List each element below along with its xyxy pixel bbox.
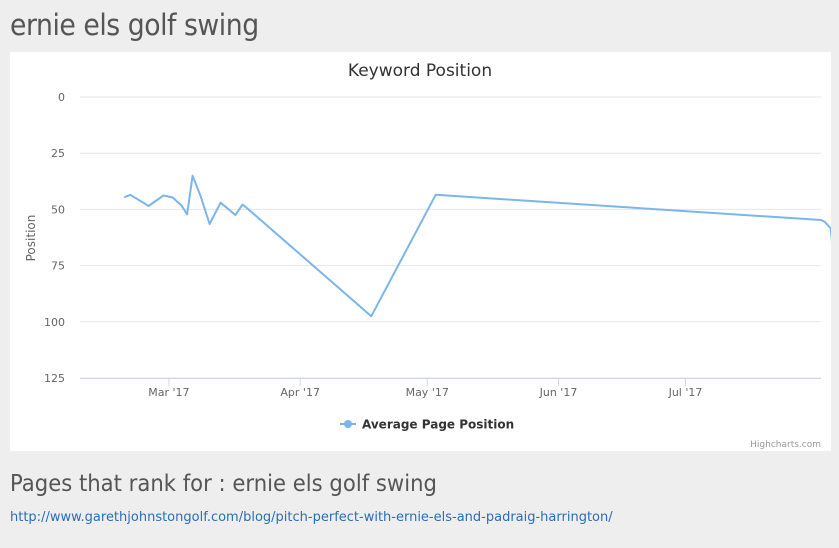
y-tick-label: 25 [51,147,65,160]
grid-lines [80,96,821,379]
y-axis-ticks: 0 25 50 75 100 125 [44,91,65,385]
x-tick-label: Jul '17 [668,386,703,399]
chart-svg: Keyword Position 0 25 50 75 100 125 Mar '17 Ap… [24,61,831,450]
x-tick-label: Mar '17 [148,386,189,399]
chart-credits[interactable]: Highcharts.com [750,440,821,450]
keyword-position-chart: Keyword Position 0 25 50 75 100 125 Mar '17 Ap… [10,52,831,451]
page-title: ernie els golf swing [10,8,259,42]
y-tick-label: 50 [51,203,65,216]
series-layer [123,174,831,318]
legend-item[interactable]: Average Page Position [340,418,514,432]
legend-label: Average Page Position [362,418,514,432]
y-tick-label: 125 [44,372,65,385]
x-tick-label: Apr '17 [280,386,320,399]
ranking-page-link[interactable]: http://www.garethjohnstongolf.com/blog/p… [10,510,613,525]
x-tick-label: May '17 [406,386,449,399]
series-line-average-page-position [123,174,831,318]
x-axis-ticks: Mar '17 Apr '17 May '17 Jun '17 Jul '17 [148,378,702,399]
section-heading: Pages that rank for : ernie els golf swi… [10,471,437,497]
y-tick-label: 0 [58,91,65,104]
chart-title: Keyword Position [348,61,492,81]
legend-symbol-marker [344,420,352,428]
x-tick-label: Jun '17 [539,386,578,399]
y-tick-label: 100 [44,316,65,329]
y-axis-title: Position [24,215,38,262]
y-tick-label: 75 [51,260,65,273]
